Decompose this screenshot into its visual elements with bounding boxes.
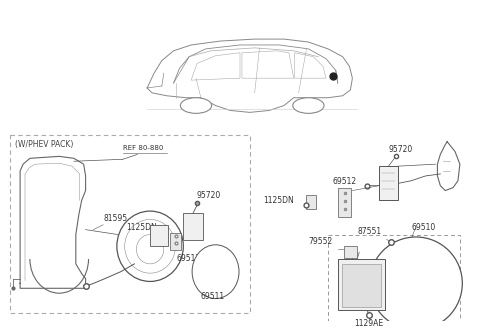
Ellipse shape — [117, 211, 183, 281]
Text: REF 80-880: REF 80-880 — [123, 146, 163, 152]
Text: 69511: 69511 — [201, 292, 225, 301]
Bar — [11, 135, 250, 313]
Text: 81595: 81595 — [103, 214, 127, 223]
Text: 69512: 69512 — [177, 254, 201, 263]
Bar — [169, 233, 181, 250]
Bar — [328, 235, 460, 328]
Text: 87551: 87551 — [358, 228, 382, 236]
Bar — [342, 264, 381, 307]
Ellipse shape — [180, 98, 212, 113]
Bar — [306, 195, 316, 209]
Bar — [379, 166, 398, 200]
Ellipse shape — [192, 245, 239, 298]
Text: 79552: 79552 — [309, 237, 333, 246]
Text: 1129AE: 1129AE — [354, 318, 384, 328]
Text: 95720: 95720 — [196, 191, 220, 200]
Bar — [338, 188, 351, 217]
Text: (W/PHEV PACK): (W/PHEV PACK) — [15, 140, 73, 149]
Ellipse shape — [370, 237, 462, 328]
Bar — [150, 225, 168, 246]
Bar — [338, 259, 384, 310]
Bar — [344, 246, 357, 258]
Text: 1125DN: 1125DN — [263, 196, 294, 205]
Text: 1125DN: 1125DN — [126, 223, 157, 232]
Bar — [183, 213, 203, 240]
Text: 69510: 69510 — [411, 223, 435, 232]
Text: 95720: 95720 — [388, 145, 413, 154]
Ellipse shape — [293, 98, 324, 113]
Text: 69512: 69512 — [333, 177, 357, 186]
